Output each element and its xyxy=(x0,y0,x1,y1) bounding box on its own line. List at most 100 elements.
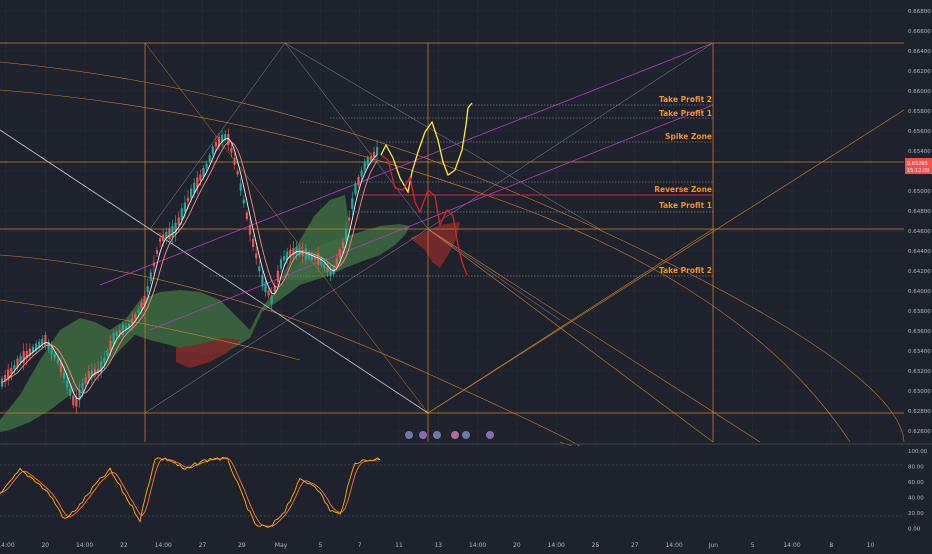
candle-down xyxy=(4,375,7,383)
stoch-tick-label: 20.00 xyxy=(908,511,924,517)
candle-up xyxy=(208,155,211,162)
event-icon xyxy=(486,431,494,439)
candle-up xyxy=(19,355,22,364)
candle-up xyxy=(115,331,118,337)
price-tick-label: 0.64600 xyxy=(908,229,931,235)
stoch-tick-label: 80.00 xyxy=(908,465,924,471)
price-tick-label: 0.66200 xyxy=(908,69,931,75)
candle-down xyxy=(118,330,121,334)
candle-down xyxy=(338,249,341,259)
candle-down xyxy=(217,136,221,147)
time-tick-label: 27 xyxy=(631,542,639,549)
time-tick-label: 27 xyxy=(199,542,207,549)
time-tick-label: 29 xyxy=(238,542,246,549)
candle-down xyxy=(168,228,171,240)
candle-up xyxy=(283,256,286,261)
candle-up xyxy=(56,359,59,364)
candle-down xyxy=(252,239,255,247)
time-tick-label: 14:00 xyxy=(155,542,172,549)
candle-up xyxy=(90,370,93,377)
time-tick-label: Jun xyxy=(708,542,719,549)
price-candles xyxy=(0,128,379,414)
price-tick-label: 0.66800 xyxy=(908,9,931,15)
last-price-badge xyxy=(905,158,932,174)
candle-down xyxy=(236,171,239,175)
price-tick-label: 0.62600 xyxy=(908,429,931,435)
gann-structure-lines xyxy=(0,42,905,449)
candle-up xyxy=(345,228,348,241)
candle-up xyxy=(62,372,66,379)
candle-up xyxy=(69,388,72,396)
price-tick-label: 0.64200 xyxy=(908,269,931,275)
time-tick-label: May xyxy=(275,542,288,549)
price-tick-label: 0.64400 xyxy=(908,249,931,255)
candle-up xyxy=(35,343,38,351)
price-tick-label: 0.64800 xyxy=(908,209,931,215)
stochastic-pane xyxy=(0,446,904,538)
candle-up xyxy=(78,388,81,401)
candle-down xyxy=(155,250,159,254)
candle-down xyxy=(289,249,292,258)
stoch-d-line xyxy=(0,457,381,527)
time-tick-label: 25 xyxy=(592,542,600,549)
kumo-bear-area-2 xyxy=(410,222,460,268)
spike-zone-label: Spike Zone xyxy=(665,132,712,141)
economic-event-icons[interactable] xyxy=(405,431,494,439)
zone-labels: Take Profit 2 Take Profit 1 Spike Zone R… xyxy=(654,95,712,275)
bar-countdown: 15:12:09 xyxy=(907,168,929,174)
event-icon xyxy=(405,431,413,439)
event-icon xyxy=(462,431,470,439)
candle-up xyxy=(360,170,363,177)
stoch-tick-label: 100.00 xyxy=(908,449,928,455)
candle-up xyxy=(149,272,152,282)
time-tick-label: 10 xyxy=(867,542,875,549)
candle-down xyxy=(22,351,25,363)
price-tick-label: 0.65800 xyxy=(908,109,931,115)
candle-down xyxy=(292,247,295,255)
candle-up xyxy=(332,266,335,275)
candle-up xyxy=(310,253,314,260)
zone-levels xyxy=(210,104,713,277)
time-axis[interactable]: 14:00 20 14:00 22 14:00 27 29 May 5 7 11 13 14:00 20 1… xyxy=(0,542,875,549)
price-tick-label: 0.63000 xyxy=(908,389,931,395)
stoch-k-line xyxy=(0,457,381,528)
candle-up xyxy=(363,161,366,170)
candle-up xyxy=(53,354,56,359)
bearish-projection xyxy=(380,154,468,276)
candle-down xyxy=(317,253,320,266)
candle-down xyxy=(75,396,78,407)
candle-up xyxy=(165,231,168,240)
event-icon xyxy=(451,431,459,439)
candle-up xyxy=(41,339,44,346)
price-tick-label: 0.65600 xyxy=(908,129,931,135)
bullish-projection xyxy=(380,102,473,194)
candle-up xyxy=(183,202,186,212)
candle-down xyxy=(273,285,276,292)
reverse-zone-label: Reverse Zone xyxy=(654,185,712,194)
candle-up xyxy=(320,257,323,266)
take-profit-2-lower-label: Take Profit 2 xyxy=(659,266,712,275)
time-tick-label: 11 xyxy=(395,542,403,549)
price-tick-label: 0.63800 xyxy=(908,309,931,315)
candle-up xyxy=(121,324,124,336)
candle-down xyxy=(152,262,155,267)
stochastic-axis: 100.00 80.00 60.00 40.00 20.00 0.00 xyxy=(908,449,928,533)
candle-down xyxy=(227,134,230,146)
candle-up xyxy=(128,323,131,328)
candle-up xyxy=(211,146,214,155)
price-tick-label: 0.63600 xyxy=(908,329,931,335)
candle-up xyxy=(124,325,128,330)
candle-down xyxy=(230,148,233,153)
price-axis[interactable]: 0.66800 0.66600 0.66400 0.66200 0.66000 0.658… xyxy=(908,9,931,435)
candle-up xyxy=(307,251,310,259)
candle-up xyxy=(295,246,298,255)
candle-down xyxy=(16,358,19,368)
event-icon xyxy=(433,431,441,439)
candle-up xyxy=(190,188,193,198)
candle-down xyxy=(214,141,217,147)
candle-down xyxy=(372,151,376,158)
time-tick-label: 20 xyxy=(513,542,521,549)
candle-down xyxy=(162,234,165,242)
price-tick-label: 0.63200 xyxy=(908,369,931,375)
